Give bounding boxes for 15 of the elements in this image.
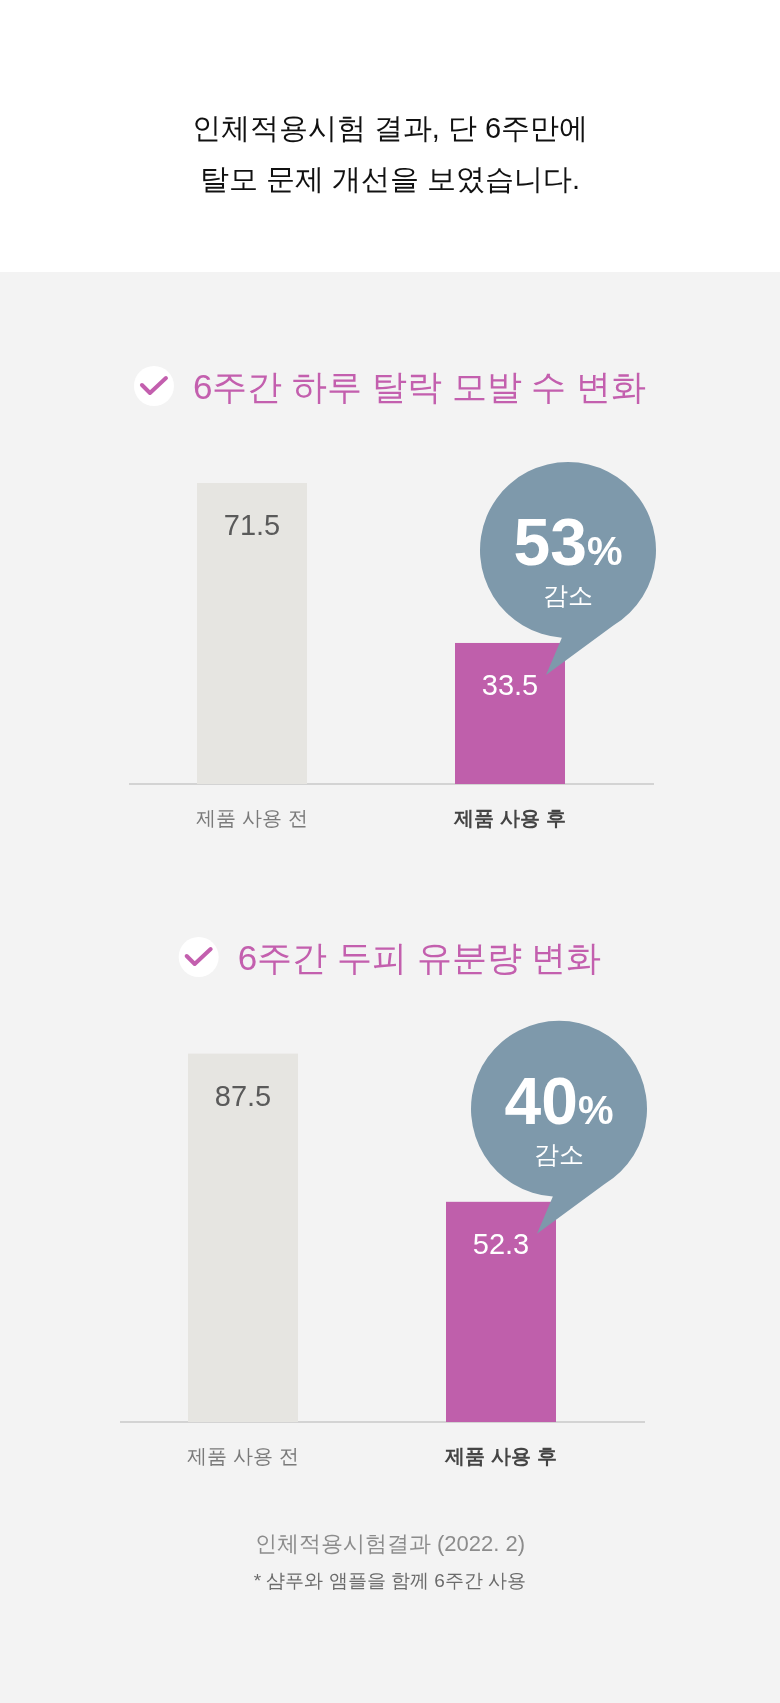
data-label: 52.3: [472, 1227, 530, 1260]
text: 인체적용시험결과 (2022. 2): [254, 1530, 526, 1556]
data-label: 33.5: [481, 668, 539, 701]
text: 인체적용시험 결과, 단 6주만에 탈모 문제 개선을 보였습니다.: [191, 112, 589, 195]
chart-title: 6주간 하루 탈락 모발 수 변화: [192, 366, 647, 406]
chart-title: 6주간 두피 유분량 변화: [237, 937, 602, 977]
x-tick-label: 제품 사용 전: [187, 1445, 299, 1467]
text: * 샴푸와 앰플을 함께 6주간 사용: [253, 1569, 527, 1591]
x-tick-label: 제품 사용 후: [444, 1445, 557, 1467]
annotation: 53% 감소: [513, 504, 623, 609]
annotation: 40% 감소: [504, 1063, 614, 1168]
x-tick-label: 제품 사용 전: [196, 807, 308, 829]
x-tick-label: 제품 사용 후: [453, 807, 566, 829]
data-label: 71.5: [223, 508, 281, 541]
data-label: 87.5: [214, 1079, 272, 1112]
